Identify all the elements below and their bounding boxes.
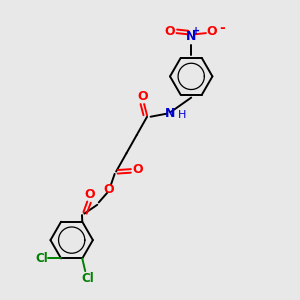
Text: N: N xyxy=(186,30,196,43)
Text: O: O xyxy=(133,163,143,176)
Text: +: + xyxy=(193,26,201,36)
Text: H: H xyxy=(178,110,187,120)
Text: -: - xyxy=(219,21,225,35)
Text: O: O xyxy=(165,25,175,38)
Text: O: O xyxy=(206,25,217,38)
Text: N: N xyxy=(164,107,175,120)
Text: O: O xyxy=(103,183,114,196)
Text: O: O xyxy=(84,188,95,201)
Text: Cl: Cl xyxy=(35,252,48,265)
Text: O: O xyxy=(137,91,148,103)
Text: Cl: Cl xyxy=(81,272,94,285)
